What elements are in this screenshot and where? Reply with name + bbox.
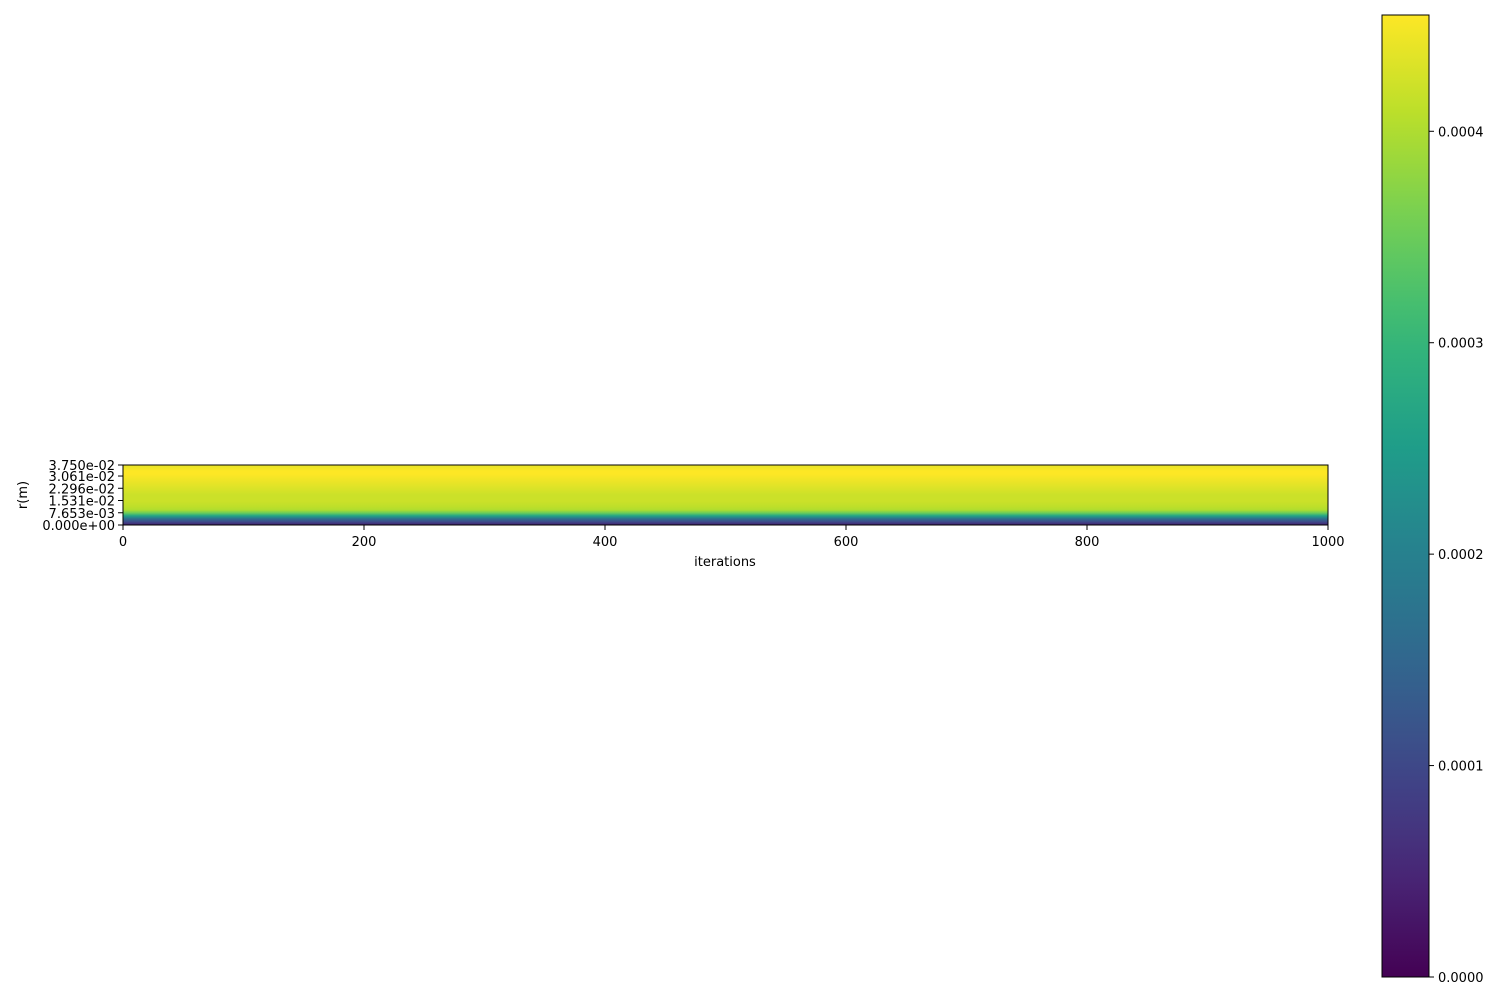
y-tick-label: 7.653e-03 xyxy=(49,507,115,522)
heatmap-image xyxy=(123,465,1328,525)
colorbar-tick-label: 0.0002 xyxy=(1438,548,1484,563)
heatmap-plot-area xyxy=(122,464,1329,526)
x-axis-label: iterations xyxy=(694,555,756,570)
x-axis: 0 200 400 600 800 1000 xyxy=(119,525,1345,550)
colorbar-tick-label: 0.0001 xyxy=(1438,760,1484,775)
colorbar-ticks: 0.0000 0.0001 0.0002 0.0003 0.0004 xyxy=(1429,125,1484,986)
y-tick-label: 3.750e-02 xyxy=(49,459,115,474)
x-tick-label: 400 xyxy=(593,535,618,550)
colorbar-tick-label: 0.0004 xyxy=(1438,125,1484,140)
x-tick-label: 600 xyxy=(834,535,859,550)
x-tick-label: 1000 xyxy=(1311,535,1344,550)
plot-frame xyxy=(122,464,1329,526)
x-tick-label: 200 xyxy=(352,535,377,550)
y-axis-label: r(m) xyxy=(16,481,31,509)
x-tick-label: 0 xyxy=(119,535,127,550)
y-tick-label: 1.531e-02 xyxy=(49,495,115,510)
colorbar: 0.0000 0.0001 0.0002 0.0003 0.0004 xyxy=(1381,14,1484,986)
colorbar-frame xyxy=(1381,14,1430,978)
colorbar-tick-label: 0.0003 xyxy=(1438,337,1484,352)
y-axis: 0.000e+007.653e-031.531e-022.296e-023.06… xyxy=(42,459,123,534)
y-tick-label: 2.296e-02 xyxy=(49,482,115,497)
x-tick-label: 800 xyxy=(1075,535,1100,550)
colorbar-gradient xyxy=(1382,15,1429,977)
y-tick-label: 0.000e+00 xyxy=(42,519,115,534)
colorbar-tick-label: 0.0000 xyxy=(1438,971,1484,986)
y-tick-label: 3.061e-02 xyxy=(49,470,115,485)
